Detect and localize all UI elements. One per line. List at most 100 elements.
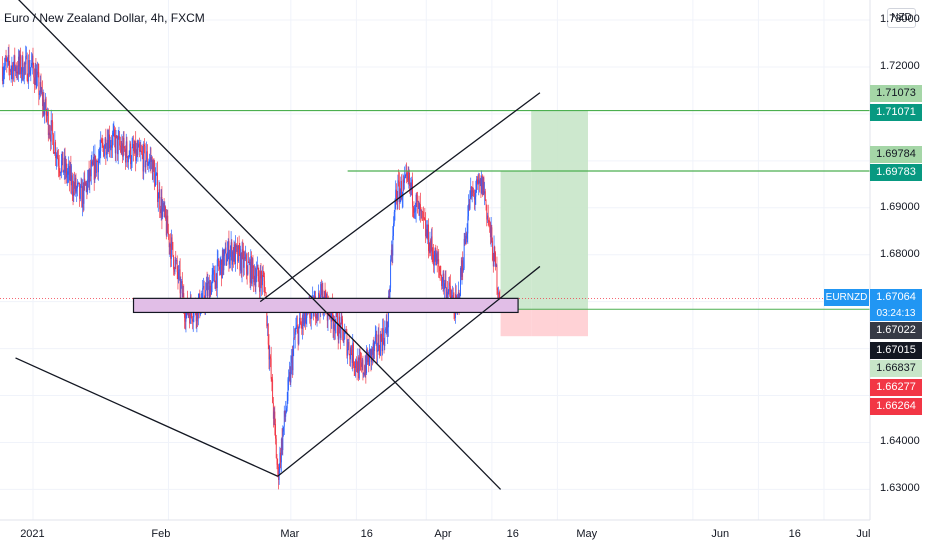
candle-body bbox=[213, 270, 215, 271]
candle-body bbox=[95, 161, 97, 173]
candle-body bbox=[160, 209, 161, 214]
price-tag: 1.66264 bbox=[870, 398, 922, 415]
candle-body bbox=[373, 343, 375, 352]
candle-body bbox=[145, 160, 147, 168]
candle-body bbox=[143, 144, 145, 172]
candle-body bbox=[205, 283, 207, 291]
candle-body bbox=[427, 224, 429, 238]
candle-body bbox=[235, 243, 237, 247]
candle-body bbox=[361, 359, 363, 367]
candle-body bbox=[393, 223, 394, 236]
candle-body bbox=[58, 158, 59, 166]
currency-badge[interactable]: NZD bbox=[887, 8, 916, 28]
candle-body bbox=[159, 189, 161, 210]
candle-body bbox=[45, 98, 47, 116]
candle-body bbox=[84, 178, 86, 183]
price-tag: 1.66277 bbox=[870, 379, 922, 396]
candle-body bbox=[267, 323, 268, 327]
trendline-ascending bbox=[277, 265, 541, 477]
candle-body bbox=[12, 65, 14, 80]
candle-body bbox=[478, 180, 480, 184]
candle-body bbox=[200, 312, 201, 315]
candle-body bbox=[149, 157, 151, 161]
candle-body bbox=[87, 179, 89, 192]
candle-body bbox=[483, 177, 485, 194]
candle-body bbox=[100, 139, 102, 152]
candle-body bbox=[486, 204, 488, 220]
candle-body bbox=[395, 189, 397, 201]
candle-body bbox=[439, 271, 441, 276]
candle-body bbox=[428, 224, 429, 251]
candle-body bbox=[229, 250, 231, 257]
candle-body bbox=[385, 329, 386, 330]
candle-body bbox=[44, 98, 46, 109]
candle-body bbox=[472, 190, 474, 192]
candle-body bbox=[211, 274, 213, 283]
candle-body bbox=[397, 180, 399, 202]
candle-body bbox=[165, 206, 167, 219]
candle-body bbox=[53, 152, 55, 154]
candle-body bbox=[414, 210, 416, 212]
candle-body bbox=[141, 151, 142, 153]
candle-body bbox=[454, 310, 456, 319]
candle-body bbox=[353, 365, 355, 367]
candle-body bbox=[60, 160, 62, 173]
candle-body bbox=[244, 257, 246, 259]
candle-body bbox=[176, 260, 178, 273]
candle-body bbox=[58, 165, 60, 171]
candle-body bbox=[96, 161, 98, 162]
candle-body bbox=[39, 93, 41, 95]
candle-body bbox=[334, 322, 336, 331]
candle-body bbox=[81, 185, 83, 208]
candle-body bbox=[480, 178, 482, 194]
candle-body bbox=[277, 464, 279, 467]
candle-body bbox=[423, 217, 425, 219]
time-tick-label: 2021 bbox=[20, 528, 45, 540]
candle-body bbox=[401, 197, 403, 200]
candle-body bbox=[415, 194, 417, 211]
candle-body bbox=[487, 215, 488, 220]
candle-body bbox=[148, 163, 150, 165]
candle-body bbox=[420, 210, 422, 212]
candle-body bbox=[304, 307, 306, 324]
candle-body bbox=[202, 287, 204, 301]
price-tag: 1.67064 bbox=[870, 289, 922, 306]
candle-body bbox=[379, 334, 381, 356]
candle-body bbox=[136, 149, 138, 155]
candle-body bbox=[17, 56, 19, 75]
candle-body bbox=[264, 292, 266, 294]
candle-body bbox=[78, 182, 80, 184]
candle-body bbox=[417, 200, 419, 202]
candle-body bbox=[19, 54, 21, 67]
candle-body bbox=[111, 145, 113, 148]
candle-body bbox=[247, 261, 249, 275]
candle-body bbox=[63, 170, 65, 173]
candle-body bbox=[342, 318, 343, 330]
candle-body bbox=[248, 261, 250, 263]
candle-body bbox=[55, 157, 57, 159]
candle-body bbox=[259, 281, 260, 292]
candle-body bbox=[154, 176, 156, 187]
candle-body bbox=[398, 181, 400, 203]
candle-body bbox=[446, 291, 448, 300]
candle-body bbox=[202, 285, 204, 288]
candle-body bbox=[408, 172, 410, 181]
candle-body bbox=[92, 161, 94, 166]
candle-body bbox=[452, 295, 453, 297]
candle-body bbox=[6, 61, 8, 62]
candle-body bbox=[255, 278, 257, 287]
candle-body bbox=[3, 71, 5, 76]
candle-body bbox=[85, 183, 87, 186]
candle-body bbox=[114, 129, 116, 138]
candle-body bbox=[71, 175, 73, 186]
candle-body bbox=[262, 274, 264, 276]
candle-body bbox=[72, 191, 74, 196]
candle-body bbox=[339, 324, 341, 338]
candle-body bbox=[377, 334, 379, 351]
candle-body bbox=[119, 136, 121, 146]
candle-body bbox=[138, 143, 140, 148]
candle-body bbox=[151, 159, 153, 180]
price-tick-label: 1.72000 bbox=[880, 59, 920, 72]
candle-body bbox=[465, 235, 467, 239]
